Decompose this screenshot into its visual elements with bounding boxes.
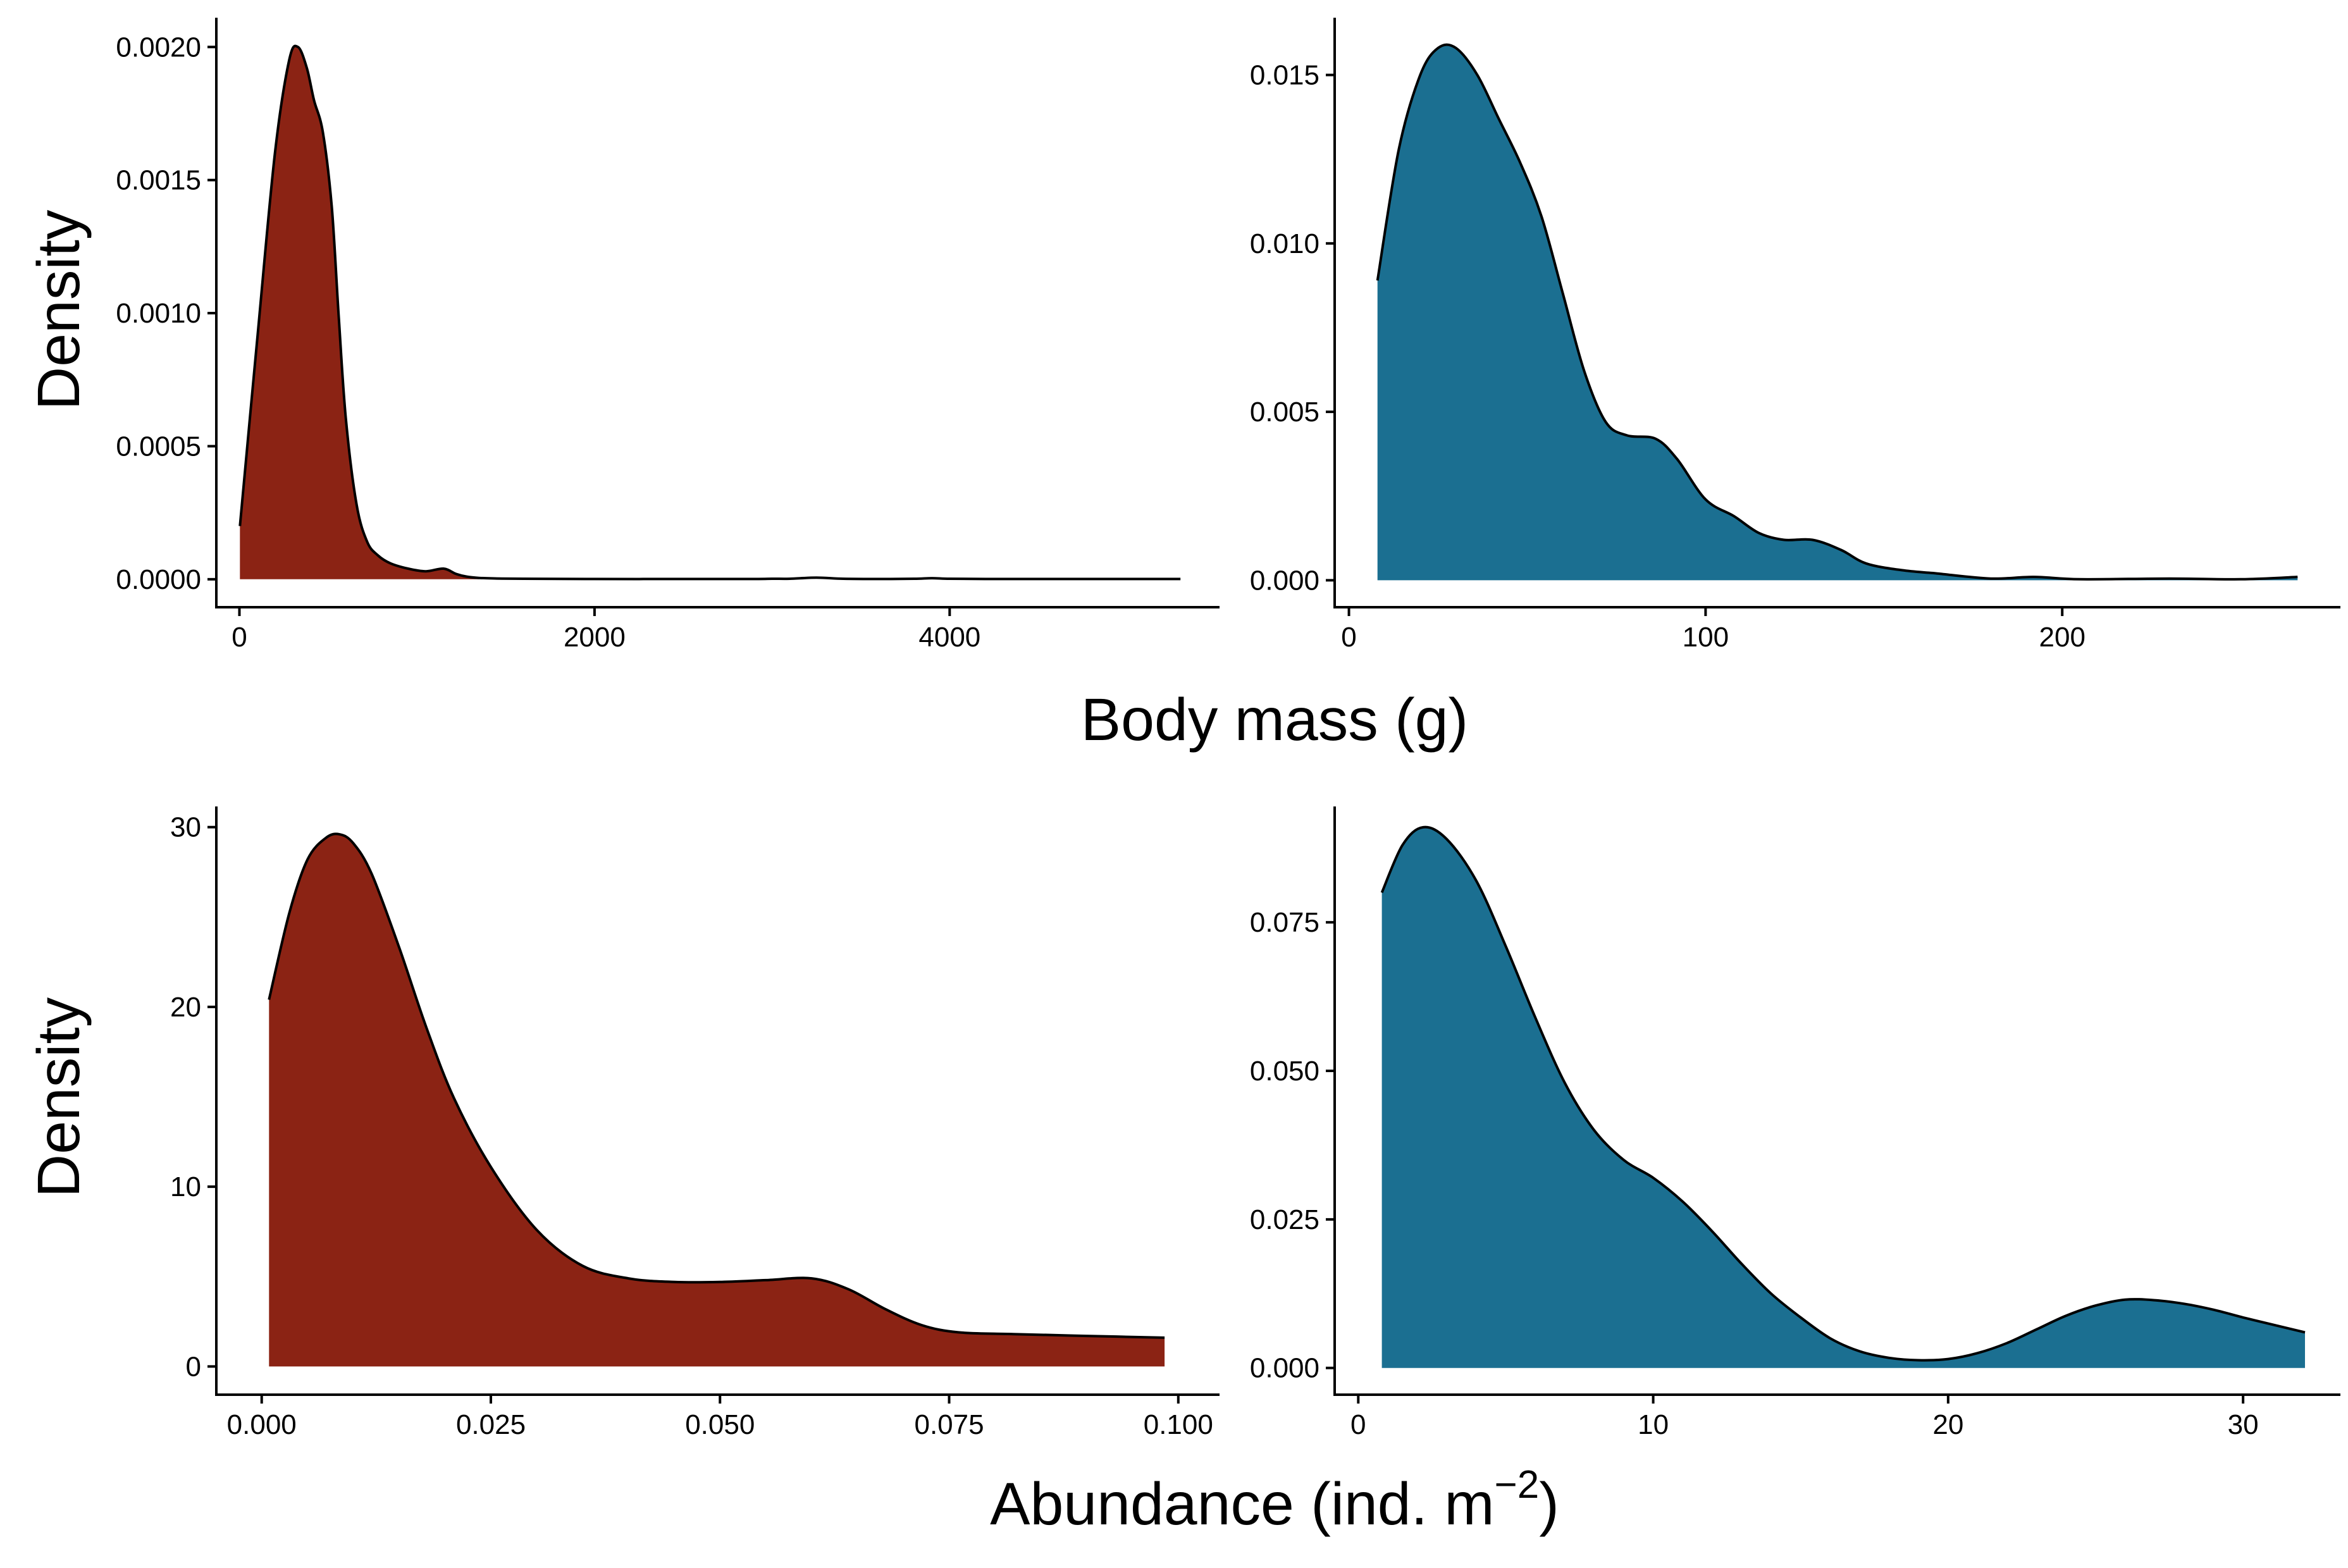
y-tick-label: 0.0015 (116, 165, 201, 196)
y-tick-label: 0.010 (1250, 228, 1319, 259)
x-tick-label: 10 (1638, 1409, 1669, 1440)
panel-abundance-left: 0 10 20 30 0.000 0.025 0.050 0.075 0.100 (170, 806, 1220, 1440)
y-tick-label: 20 (170, 992, 201, 1023)
x-tick-label: 0.050 (685, 1409, 755, 1440)
y-tick-label: 30 (170, 812, 201, 843)
x-tick-label: 30 (2228, 1409, 2259, 1440)
x-tick-label: 0.000 (227, 1409, 297, 1440)
y-tick-label: 0.000 (1250, 565, 1319, 596)
y-axis-title-bottom: Density (25, 997, 92, 1197)
density-area (1377, 44, 2298, 581)
x-tick-label: 20 (1932, 1409, 1963, 1440)
x-tick-label: 2000 (564, 622, 626, 653)
density-area (240, 46, 479, 579)
x-tick-label: 4000 (918, 622, 980, 653)
density-curve (1380, 825, 2306, 1362)
y-tick-label: 0 (186, 1351, 201, 1382)
x-tick-label: 0 (1350, 1409, 1366, 1440)
y-axis-title-top: Density (25, 209, 92, 410)
y-tick-label: 0.0010 (116, 298, 201, 329)
x-axis-title-bottom: Abundance (ind. m−2) (990, 1463, 1559, 1538)
y-tick-label: 0.000 (1250, 1353, 1319, 1384)
x-axis-title-top: Body mass (g) (1081, 686, 1468, 753)
x-tick-label: 200 (2039, 622, 2085, 653)
density-curve (238, 44, 1181, 581)
y-tick-label: 0.025 (1250, 1204, 1319, 1235)
density-area (269, 834, 1165, 1367)
density-curve (1376, 43, 2298, 581)
x-axis-title-bottom-main: Abundance (ind. m (990, 1471, 1494, 1538)
x-tick-label: 0.025 (456, 1409, 526, 1440)
y-tick-label: 0.075 (1250, 907, 1319, 938)
panel-body-mass-left: 0.0000 0.0005 0.0010 0.0015 0.0020 0 2000 4000 (116, 18, 1220, 653)
x-tick-label: 0 (232, 622, 247, 653)
y-tick-label: 0.050 (1250, 1056, 1319, 1087)
y-tick-label: 10 (170, 1171, 201, 1202)
x-tick-label: 0 (1341, 622, 1356, 653)
y-tick-label: 0.0000 (116, 564, 201, 595)
y-tick-label: 0.0020 (116, 32, 201, 63)
x-tick-label: 0.100 (1144, 1409, 1213, 1440)
density-area (1381, 827, 2305, 1368)
x-tick-label: 100 (1683, 622, 1729, 653)
y-tick-label: 0.015 (1250, 60, 1319, 91)
x-axis-title-bottom-end: ) (1539, 1471, 1559, 1538)
panel-body-mass-right: 0.000 0.005 0.010 0.015 0 100 200 (1250, 18, 2340, 653)
panel-abundance-right: 0.000 0.025 0.050 0.075 0 10 20 30 (1250, 806, 2340, 1440)
y-tick-label: 0.0005 (116, 431, 201, 462)
density-curve (268, 832, 1165, 1339)
x-tick-label: 0.075 (914, 1409, 984, 1440)
x-axis-title-bottom-sup: −2 (1495, 1463, 1540, 1507)
y-tick-label: 0.005 (1250, 397, 1319, 428)
